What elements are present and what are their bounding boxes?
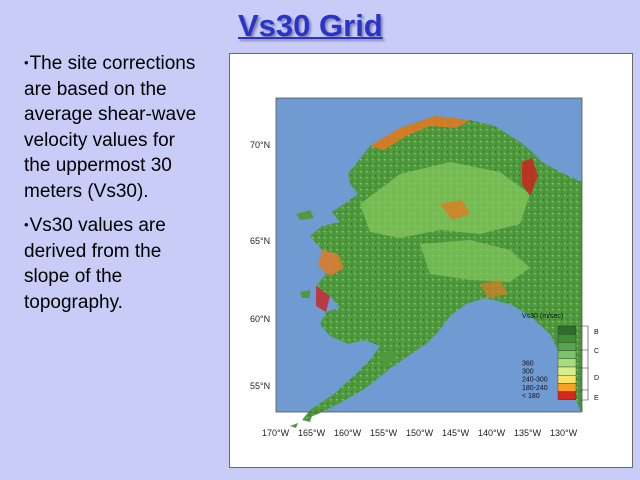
aleutian-islands — [290, 416, 312, 428]
mackenzie-delta — [522, 158, 538, 196]
site-class-e: E — [594, 395, 599, 402]
kodiak-island — [380, 348, 396, 366]
vs30-map-frame: 70°N 65°N 60°N 55°N 170°W 165°W 160°W 15… — [229, 53, 633, 468]
lon-label-155: 155°W — [370, 428, 398, 438]
yukon-delta — [318, 250, 344, 276]
lon-label-160: 160°W — [334, 428, 362, 438]
lon-label-150: 150°W — [406, 428, 434, 438]
bullet-list: •The site corrections are based on the a… — [24, 50, 204, 323]
vs30-map: 70°N 65°N 60°N 55°N 170°W 165°W 160°W 15… — [250, 97, 599, 438]
legend-swatch — [557, 325, 577, 335]
copper-basin — [440, 200, 470, 220]
nunivak-island — [300, 290, 310, 298]
site-class-b: B — [594, 329, 599, 336]
lat-label-55: 55°N — [250, 381, 270, 391]
yukon-flats — [420, 240, 530, 282]
legend-swatch — [557, 366, 577, 376]
lat-label-65: 65°N — [250, 236, 270, 246]
interior-patch — [480, 280, 508, 298]
st-lawrence-island — [296, 210, 314, 220]
bullet-item: •Vs30 values are derived from the slope … — [24, 212, 204, 315]
slide-title: Vs30 Grid — [238, 8, 383, 43]
site-class-brackets — [580, 325, 589, 401]
legend-swatch — [557, 391, 577, 401]
kuskokwim-area — [316, 286, 330, 312]
legend-label: 300 — [522, 369, 534, 376]
north-slope-coast — [370, 116, 470, 150]
lon-label-165: 165°W — [298, 428, 326, 438]
site-class-c: C — [594, 348, 599, 355]
interior-lowland — [360, 162, 530, 238]
legend-label: < 180 — [522, 393, 540, 400]
legend-swatch — [557, 375, 577, 384]
legend-title: Vs30 (m/sec) — [522, 313, 563, 320]
legend-swatch — [557, 350, 577, 360]
site-class-d: D — [594, 375, 599, 382]
legend-swatch — [557, 342, 577, 351]
lat-label-60: 60°N — [250, 314, 270, 324]
lon-label-145: 145°W — [442, 428, 470, 438]
bullet-marker: • — [24, 55, 29, 70]
bullet-text-2: Vs30 values are derived from the slope o… — [24, 215, 166, 313]
bullet-text-1: The site corrections are based on the av… — [24, 53, 197, 202]
legend-swatch — [557, 383, 577, 392]
legend-label: 180-240 — [522, 385, 548, 392]
lon-label-130: 130°W — [550, 428, 578, 438]
lon-label-140: 140°W — [478, 428, 506, 438]
legend-swatch — [557, 358, 577, 368]
bullet-marker: • — [24, 217, 29, 232]
legend-swatch — [557, 334, 577, 343]
legend-label: 360 — [522, 360, 534, 367]
bullet-item: •The site corrections are based on the a… — [24, 50, 204, 204]
lon-label-135: 135°W — [514, 428, 542, 438]
lon-label-170: 170°W — [262, 428, 290, 438]
lat-label-70: 70°N — [250, 140, 270, 150]
legend-label: 240-300 — [522, 377, 548, 384]
